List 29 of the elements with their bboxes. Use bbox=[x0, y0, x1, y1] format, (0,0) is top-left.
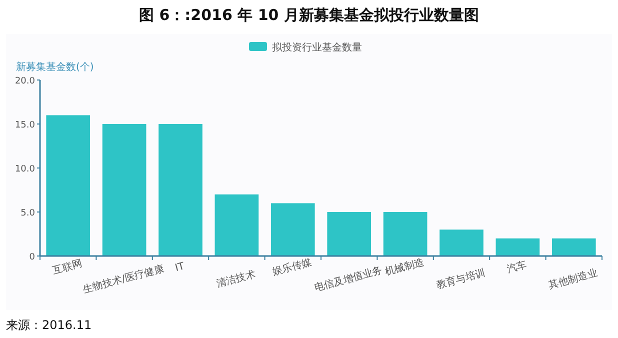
source-note: 来源：2016.11 bbox=[6, 318, 92, 332]
bar bbox=[158, 124, 202, 256]
y-tick-label: 0 bbox=[29, 252, 36, 262]
bar bbox=[270, 203, 315, 256]
bar bbox=[552, 238, 596, 256]
bar bbox=[102, 124, 146, 256]
y-tick-label: 5.0 bbox=[20, 208, 36, 218]
bar bbox=[46, 115, 90, 256]
y-tick-label: 15.0 bbox=[14, 120, 36, 130]
y-axis-title: 新募集基金数(个) bbox=[16, 61, 94, 73]
x-tick-label: 其他制造业 bbox=[547, 266, 599, 292]
x-tick-label: 娱乐传媒 bbox=[271, 256, 313, 278]
x-tick-label: 清洁技术 bbox=[215, 268, 257, 290]
y-tick-label: 10.0 bbox=[14, 164, 36, 174]
chart-title: 图 6：:2016 年 10 月新募集基金拟投行业数量图 bbox=[139, 6, 479, 24]
x-tick-label: 机械制造 bbox=[384, 256, 426, 278]
legend-label: 拟投资行业基金数量 bbox=[272, 42, 362, 54]
bar bbox=[440, 230, 484, 256]
y-tick-label: 20.0 bbox=[14, 76, 36, 86]
x-tick-label: 教育与培训 bbox=[435, 266, 486, 292]
x-tick-label: 互联网 bbox=[51, 257, 84, 277]
x-tick-label: 生物技术/医疗健康 bbox=[82, 262, 166, 296]
bar bbox=[214, 194, 259, 256]
bar bbox=[496, 238, 540, 256]
bar bbox=[327, 212, 372, 256]
x-tick-label: 电信及增值业务 bbox=[312, 264, 384, 294]
x-tick-label: 汽车 bbox=[506, 258, 528, 276]
x-tick-label: IT bbox=[174, 260, 187, 274]
bar bbox=[383, 212, 428, 256]
